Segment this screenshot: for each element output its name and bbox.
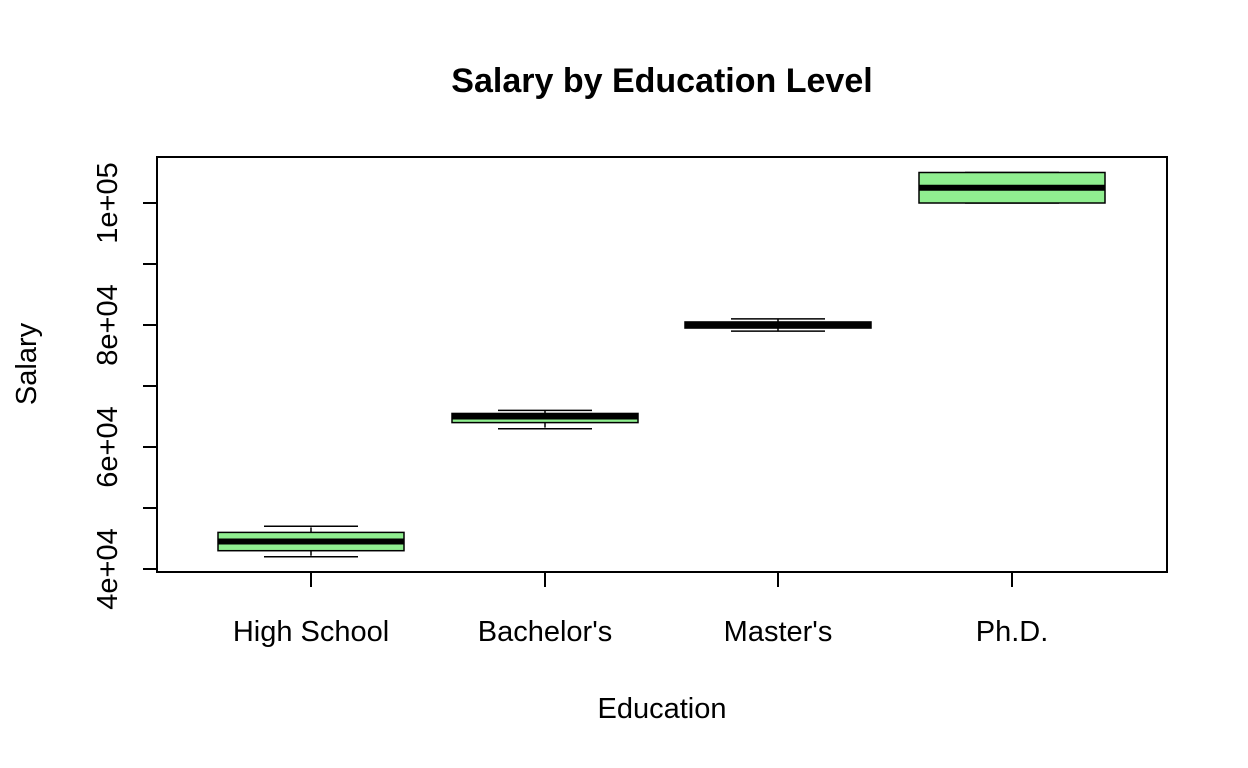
chart-title: Salary by Education Level xyxy=(451,62,872,100)
y-tick-label-1: 6e+04 xyxy=(92,406,124,487)
y-tick-label-2: 8e+04 xyxy=(92,284,124,365)
x-tick-label-2: Master's xyxy=(724,616,833,648)
x-tick-label-3: Ph.D. xyxy=(976,616,1049,648)
x-tick-label-1: Bachelor's xyxy=(478,616,613,648)
y-tick-label-0: 4e+04 xyxy=(92,528,124,609)
x-axis-label: Education xyxy=(598,693,727,725)
plot-marks: 4e+04 6e+04 8e+04 1e+05 High School Bachelor'… xyxy=(92,162,1106,648)
x-tick-label-0: High School xyxy=(233,616,389,648)
y-tick-label-3: 1e+05 xyxy=(92,162,124,243)
plot-frame xyxy=(156,156,1168,573)
y-axis-label: Salary xyxy=(11,322,43,405)
